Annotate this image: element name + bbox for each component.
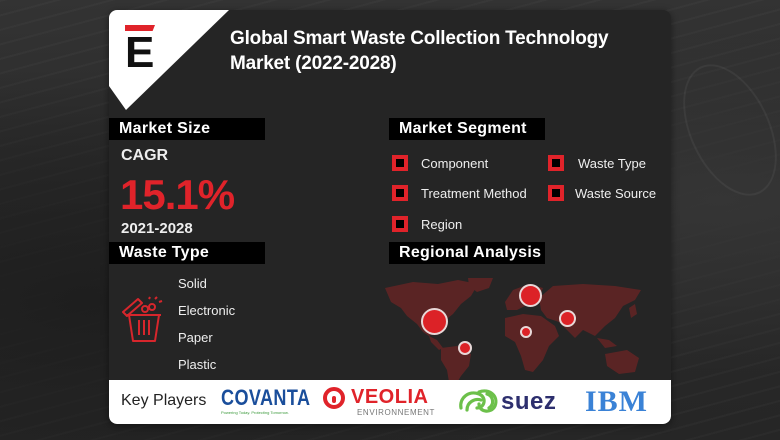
region-bubble-south-america <box>458 341 472 355</box>
covanta-logo: COVANTA Powering Today. Protecting Tomor… <box>221 385 311 416</box>
veolia-wordmark: VEOLIA <box>351 386 429 408</box>
brand-accent-bar <box>125 25 155 31</box>
segment-item-treatment-method: Treatment Method <box>392 185 527 201</box>
cagr-period: 2021-2028 <box>121 220 193 237</box>
brand-logo: E <box>109 10 229 110</box>
region-bubble-europe <box>519 284 542 307</box>
waste-type-item: Paper <box>178 330 213 345</box>
veolia-subtitle: ENVIRONNEMENT <box>357 408 436 417</box>
region-bubble-north-america <box>421 308 448 335</box>
market-segment-heading: Market Segment <box>389 118 545 140</box>
brand-logo-mark: E <box>125 25 155 75</box>
waste-type-item: Plastic <box>178 357 217 372</box>
segment-label: Region <box>421 216 463 232</box>
trash-bin-icon <box>122 296 163 342</box>
segment-label: Waste Type <box>578 155 646 171</box>
page-title: Global Smart Waste Collection Technology… <box>230 28 609 74</box>
segment-label: Component <box>421 155 489 171</box>
key-players-bar: Key Players COVANTA Powering Today. Prot… <box>109 380 671 424</box>
waste-type-heading: Waste Type <box>109 242 265 264</box>
bullet-square-icon <box>392 216 408 232</box>
veolia-mark-icon <box>323 387 345 409</box>
brand-letter: E <box>125 28 155 77</box>
covanta-wordmark: COVANTA <box>221 385 311 410</box>
bullet-square-icon <box>392 185 408 201</box>
veolia-logo: VEOLIA ENVIRONNEMENT <box>323 384 443 422</box>
infographic-panel: E Global Smart Waste Collection Technolo… <box>109 10 671 424</box>
segment-item-waste-source: Waste Source <box>548 185 656 201</box>
market-size-heading: Market Size <box>109 118 265 140</box>
segment-item-component: Component <box>392 155 488 171</box>
covanta-tagline: Powering Today. Protecting Tomorrow. <box>221 410 289 415</box>
bullet-square-icon <box>548 155 564 171</box>
suez-swirl-icon <box>459 389 498 413</box>
key-players-label: Key Players <box>121 392 207 409</box>
suez-logo: suez <box>457 386 577 418</box>
bullet-square-icon <box>548 185 564 201</box>
region-bubble-africa <box>520 326 532 338</box>
segment-item-region: Region <box>392 216 462 232</box>
segment-label: Treatment Method <box>421 185 527 201</box>
ibm-wordmark: IBM <box>585 386 659 418</box>
cagr-value: 15.1% <box>120 171 235 218</box>
suez-wordmark: suez <box>501 388 557 415</box>
waste-type-item: Solid <box>178 276 207 291</box>
segment-item-waste-type: Waste Type <box>548 155 646 171</box>
bullet-square-icon <box>392 155 408 171</box>
cagr-label: CAGR <box>121 147 169 164</box>
waste-type-item: Electronic <box>178 303 236 318</box>
region-bubble-asia-pacific <box>559 310 576 327</box>
segment-label: Waste Source <box>575 185 657 201</box>
ibm-logo: IBM <box>585 386 659 418</box>
regional-analysis-heading: Regional Analysis <box>389 242 545 264</box>
waste-type-list: Solid Electronic Paper Plastic <box>178 276 235 384</box>
